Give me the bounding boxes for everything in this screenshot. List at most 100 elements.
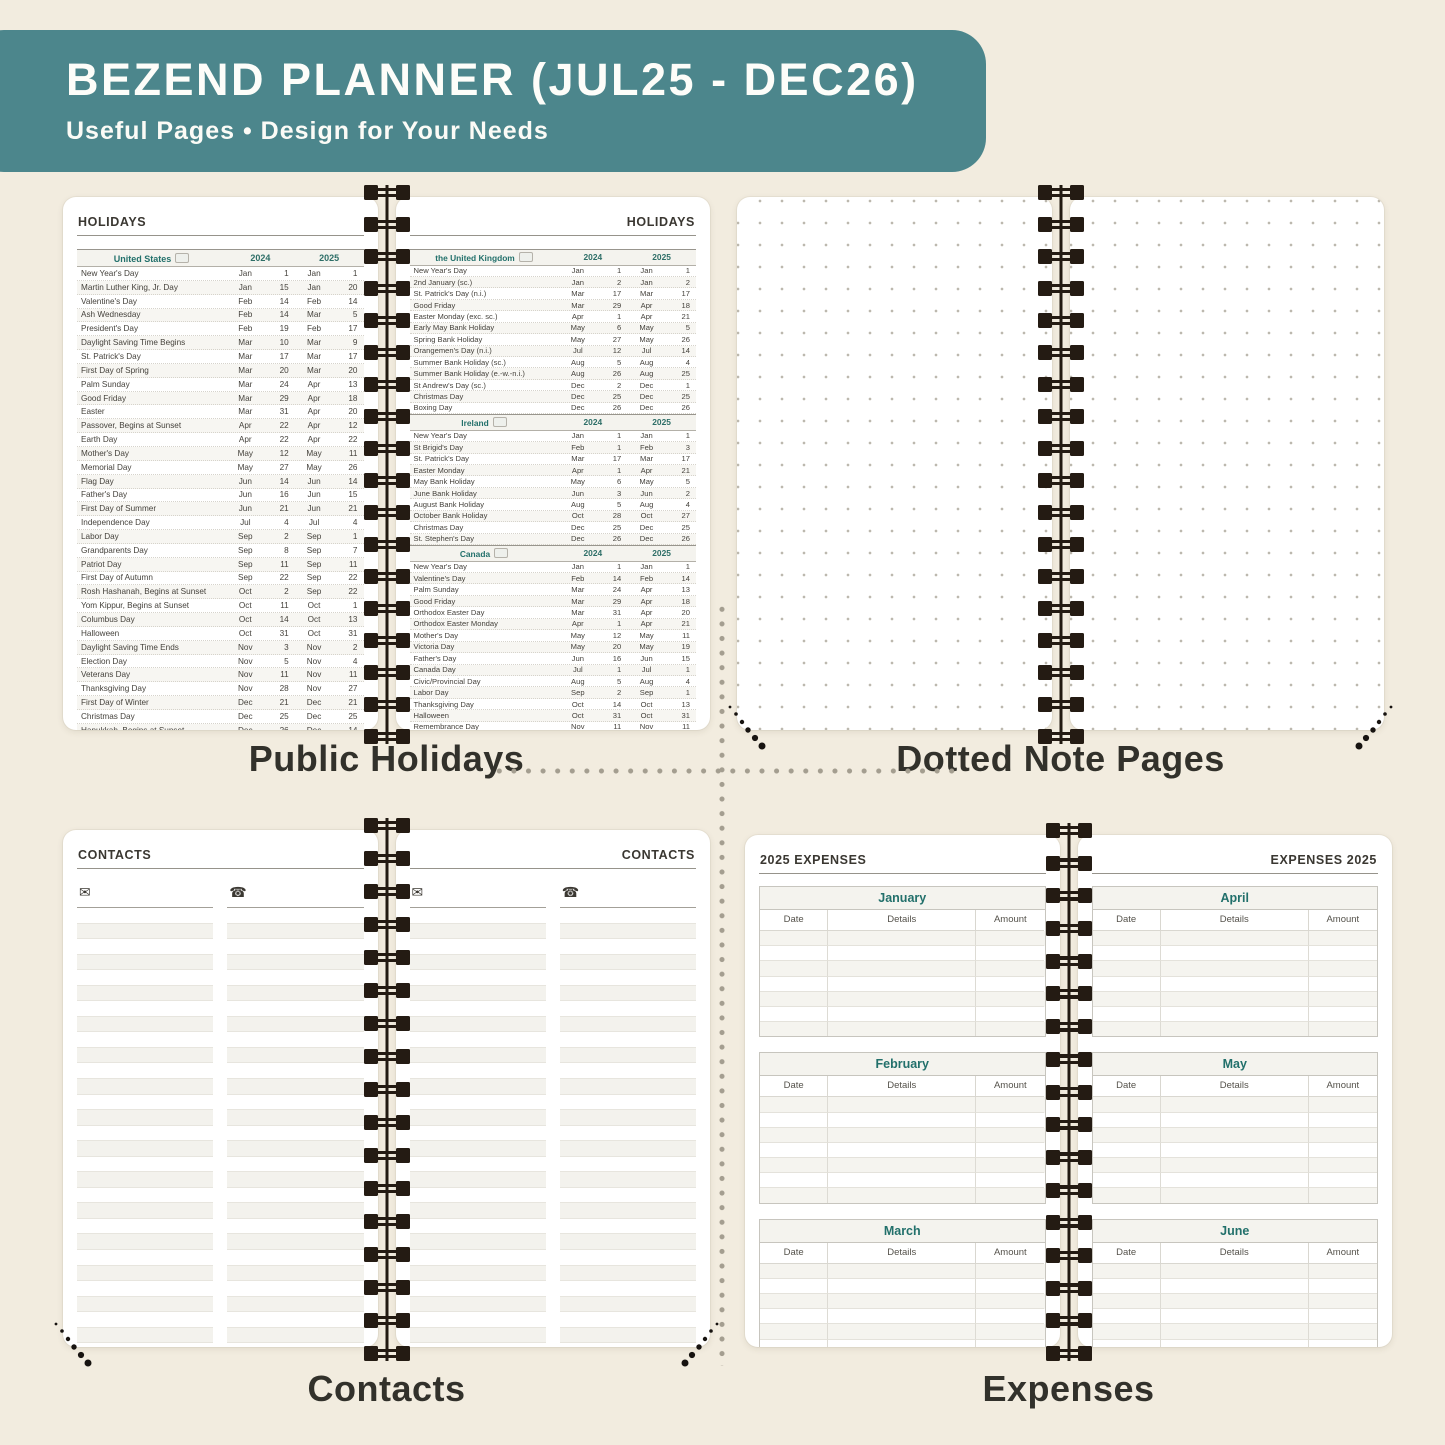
year-column-label: 2025 [652,548,671,559]
holiday-date: May [639,477,654,487]
holiday-date: Oct [307,615,321,625]
contacts-page-right: CONTACTS ✉ ☎ [395,830,710,1347]
expense-cell [828,1112,977,1128]
holiday-date: 1 [352,531,358,541]
contact-line [409,1219,546,1235]
holiday-date: Jun [640,653,653,663]
holiday-date: 1 [685,665,690,675]
holiday-date: 12 [612,630,622,640]
holiday-date: Mar [238,407,253,417]
expense-cell [1160,976,1309,992]
holiday-row: Early May Bank Holiday May 6 May 5 [409,322,696,335]
holiday-date: 26 [612,403,622,413]
holiday-date: Mar [238,351,253,361]
column-header: Amount [1308,1076,1377,1098]
expense-cell [976,1173,1045,1189]
holiday-date: Apr [307,407,321,417]
holiday-date: 18 [348,393,358,403]
holiday-name: 2nd January (sc.) [413,277,473,287]
holiday-date: 5 [616,357,622,367]
holiday-name: Valentine's Day [413,573,466,583]
expense-cell [1093,1022,1161,1037]
contact-line [559,1079,696,1095]
holiday-date: 13 [681,585,690,595]
holiday-name: June Bank Holiday [413,488,477,498]
holiday-date: 29 [612,596,622,606]
holiday-date: 1 [616,665,622,675]
contact-line [227,1327,364,1344]
contact-line [77,1047,214,1064]
holiday-row: Thanksgiving Day Nov 28 Nov 27 [77,682,364,697]
expense-cell [1161,1339,1309,1347]
contact-line [77,1250,214,1266]
holiday-date: Aug [639,357,654,367]
holiday-name: Martin Luther King, Jr. Day [81,282,178,292]
holiday-date: Jun [307,504,321,514]
expense-cell [1093,1339,1161,1347]
expense-row [1092,1309,1378,1325]
holiday-name: Rosh Hashanah, Begins at Sunset [81,587,207,597]
expense-row [760,961,1045,977]
contact-line [559,1047,696,1064]
holiday-date: Sep [238,531,253,541]
holiday-date: Nov [238,670,253,680]
contact-line [409,1110,546,1126]
contact-line [227,939,364,955]
country-name: the United Kingdom [435,252,515,263]
holiday-date: 25 [279,711,289,721]
column-header: Details [1160,910,1309,931]
holiday-date: Dec [238,698,253,708]
holiday-name: Good Friday [413,300,456,310]
expense-cell [976,992,1045,1007]
expense-cell [828,1324,977,1340]
contact-line [559,985,696,1002]
expense-row [1092,1127,1377,1143]
expense-row [760,1173,1045,1189]
expense-cell [976,1324,1045,1340]
holiday-date: 19 [681,642,690,652]
contact-line [409,1157,546,1173]
holiday-date: 2 [616,380,622,390]
holiday-date: Sep [306,573,322,583]
holiday-date: 27 [348,684,358,694]
holiday-date: Apr [640,585,653,595]
expense-row [1092,1173,1378,1189]
holiday-date: 2 [616,688,622,698]
contact-line [559,1110,696,1126]
holiday-name: Good Friday [413,596,456,606]
holiday-date: Apr [640,596,653,606]
holiday-name: Columbus Day [81,615,135,625]
expense-cell [1160,1278,1309,1294]
column-header: Date [760,910,829,931]
holiday-row: Daylight Saving Time Begins Mar 10 Mar 9 [77,336,364,351]
expense-row [760,1278,1045,1294]
expense-cell [828,1263,977,1279]
holiday-date: 21 [681,311,690,321]
holiday-table-header: United States 2024 2025 [77,249,364,267]
holiday-date: Dec [639,392,654,402]
expense-row [1092,1278,1378,1294]
contact-lines [77,908,214,1347]
holiday-name: Father's Day [81,490,128,500]
expense-cell [1092,1324,1161,1340]
holiday-date: 24 [612,585,622,595]
expense-cell [1308,1007,1377,1023]
holiday-date: Jan [640,562,653,572]
holiday-date: 22 [279,573,289,583]
holiday-date: Mar [571,596,585,606]
holiday-date: 13 [681,699,690,709]
contact-line [77,954,214,971]
holiday-date: Jun [571,653,584,663]
country-name: United States [113,253,172,264]
contact-lines [227,908,364,1347]
expense-cell [1309,1188,1377,1202]
holiday-row: Mother's Day May 12 May 11 [409,630,696,642]
holiday-date: Mar [640,289,654,299]
holiday-date: Dec [571,403,585,413]
holiday-date: 20 [348,365,358,375]
holiday-date: 22 [279,421,289,431]
holiday-date: Oct [238,587,252,597]
holiday-date: Nov [306,642,322,652]
expense-cell [828,1142,977,1159]
expense-cell [976,1022,1044,1036]
